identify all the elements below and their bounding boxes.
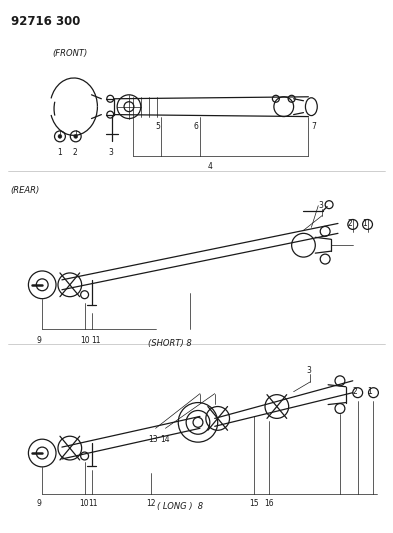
Text: 11: 11 (92, 336, 101, 345)
Text: 10: 10 (81, 336, 90, 345)
Text: (SHORT) 8: (SHORT) 8 (149, 339, 192, 348)
Text: ( LONG )  8: ( LONG ) 8 (157, 502, 203, 511)
Text: 1: 1 (57, 148, 62, 157)
Text: 16: 16 (264, 498, 274, 507)
Text: 12: 12 (146, 498, 155, 507)
Text: 10: 10 (80, 498, 89, 507)
Text: 2: 2 (353, 387, 358, 395)
Text: (FRONT): (FRONT) (52, 49, 87, 58)
Text: 15: 15 (249, 498, 259, 507)
Text: (REAR): (REAR) (11, 186, 40, 195)
Circle shape (58, 134, 62, 139)
Text: 1: 1 (363, 219, 367, 228)
Text: 2: 2 (73, 148, 77, 157)
Text: 14: 14 (160, 435, 170, 444)
Text: 3: 3 (108, 148, 113, 157)
Text: 1: 1 (367, 387, 372, 395)
Text: 5: 5 (156, 122, 160, 131)
Text: 7: 7 (311, 122, 316, 131)
Text: 92716 300: 92716 300 (11, 14, 80, 28)
Text: 9: 9 (36, 498, 41, 507)
Text: 11: 11 (88, 498, 98, 507)
Text: 9: 9 (36, 336, 41, 345)
Text: 4: 4 (208, 162, 212, 171)
Text: 3: 3 (318, 201, 323, 209)
Text: 13: 13 (149, 435, 158, 444)
Circle shape (74, 134, 78, 139)
Text: 3: 3 (307, 366, 311, 375)
Text: 6: 6 (193, 122, 198, 131)
Text: 2: 2 (348, 219, 353, 228)
